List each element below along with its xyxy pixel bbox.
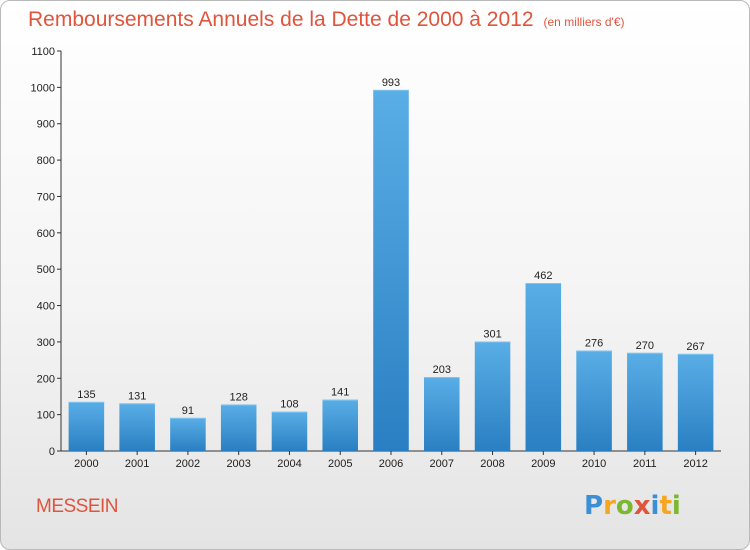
y-tick-label: 800 bbox=[37, 155, 55, 167]
value-label-2011: 270 bbox=[636, 340, 654, 352]
x-tick-label-2002: 2002 bbox=[176, 458, 200, 470]
bar-2005 bbox=[322, 399, 358, 451]
value-label-2006: 993 bbox=[382, 77, 400, 89]
bar-2009 bbox=[525, 283, 562, 451]
bar-2012 bbox=[677, 353, 714, 451]
x-tick-label-2006: 2006 bbox=[379, 458, 403, 470]
y-tick-label: 500 bbox=[37, 264, 55, 276]
bar-2003 bbox=[220, 404, 257, 451]
value-label-2004: 108 bbox=[280, 399, 298, 411]
commune-name: MESSEIN bbox=[36, 496, 119, 517]
y-tick-label: 600 bbox=[37, 228, 55, 240]
x-tick-label-2007: 2007 bbox=[430, 458, 454, 470]
logo-letter: t bbox=[659, 491, 672, 521]
chart-title-text: Remboursements Annuels de la Dette de 20… bbox=[28, 8, 534, 31]
logo-letter: i bbox=[650, 491, 660, 521]
x-tick-label-2004: 2004 bbox=[277, 458, 301, 470]
proxiti-logo: Proxiti bbox=[584, 491, 681, 521]
bar-2006 bbox=[373, 89, 409, 451]
y-tick-label: 700 bbox=[37, 191, 55, 203]
x-tick-label-2011: 2011 bbox=[633, 458, 657, 470]
x-tick-label-2012: 2012 bbox=[683, 458, 707, 470]
x-tick-label-2000: 2000 bbox=[74, 458, 98, 470]
value-label-2005: 141 bbox=[331, 387, 349, 399]
value-label-2007: 203 bbox=[433, 364, 451, 376]
value-label-2010: 276 bbox=[585, 338, 603, 350]
value-label-2012: 267 bbox=[686, 341, 704, 353]
chart-title: Remboursements Annuels de la Dette de 20… bbox=[28, 8, 625, 32]
bar-2011 bbox=[627, 352, 663, 451]
logo-letter: o bbox=[615, 491, 634, 521]
x-tick-label-2001: 2001 bbox=[125, 458, 149, 470]
y-tick-label: 900 bbox=[37, 119, 55, 131]
y-tick-label: 200 bbox=[37, 373, 55, 385]
value-label-2008: 301 bbox=[483, 329, 501, 341]
y-tick-label: 0 bbox=[49, 446, 55, 458]
x-tick-label-2009: 2009 bbox=[531, 458, 555, 470]
value-label-2002: 91 bbox=[182, 405, 194, 417]
bar-2001 bbox=[119, 403, 155, 451]
bar-2000 bbox=[68, 401, 105, 451]
logo-letter: x bbox=[633, 491, 651, 521]
y-tick-label: 1000 bbox=[31, 82, 55, 94]
value-label-2009: 462 bbox=[534, 270, 552, 282]
x-tick-label-2003: 2003 bbox=[226, 458, 250, 470]
value-label-2001: 131 bbox=[128, 390, 146, 402]
x-tick-label-2010: 2010 bbox=[582, 458, 606, 470]
x-tick-label-2008: 2008 bbox=[480, 458, 504, 470]
bar-2004 bbox=[271, 411, 308, 451]
value-label-2000: 135 bbox=[77, 389, 95, 401]
bar-2007 bbox=[424, 377, 460, 451]
bar-2010 bbox=[576, 350, 612, 451]
bar-2002 bbox=[170, 417, 206, 451]
chart-unit: (en milliers d'€) bbox=[543, 15, 625, 29]
y-tick-label: 300 bbox=[37, 337, 55, 349]
x-tick-label-2005: 2005 bbox=[328, 458, 352, 470]
value-label-2003: 128 bbox=[230, 391, 248, 403]
logo-letter: r bbox=[603, 491, 616, 521]
bar-2008 bbox=[474, 341, 511, 451]
logo-letter: P bbox=[584, 491, 604, 521]
logo-letter: i bbox=[671, 491, 681, 521]
y-tick-label: 1100 bbox=[31, 46, 55, 58]
bars: 135 131 91 128 108 141 993 203 301 462 276 270 267 bbox=[68, 77, 714, 451]
y-tick-label: 400 bbox=[37, 301, 55, 313]
y-tick-label: 100 bbox=[37, 410, 55, 422]
